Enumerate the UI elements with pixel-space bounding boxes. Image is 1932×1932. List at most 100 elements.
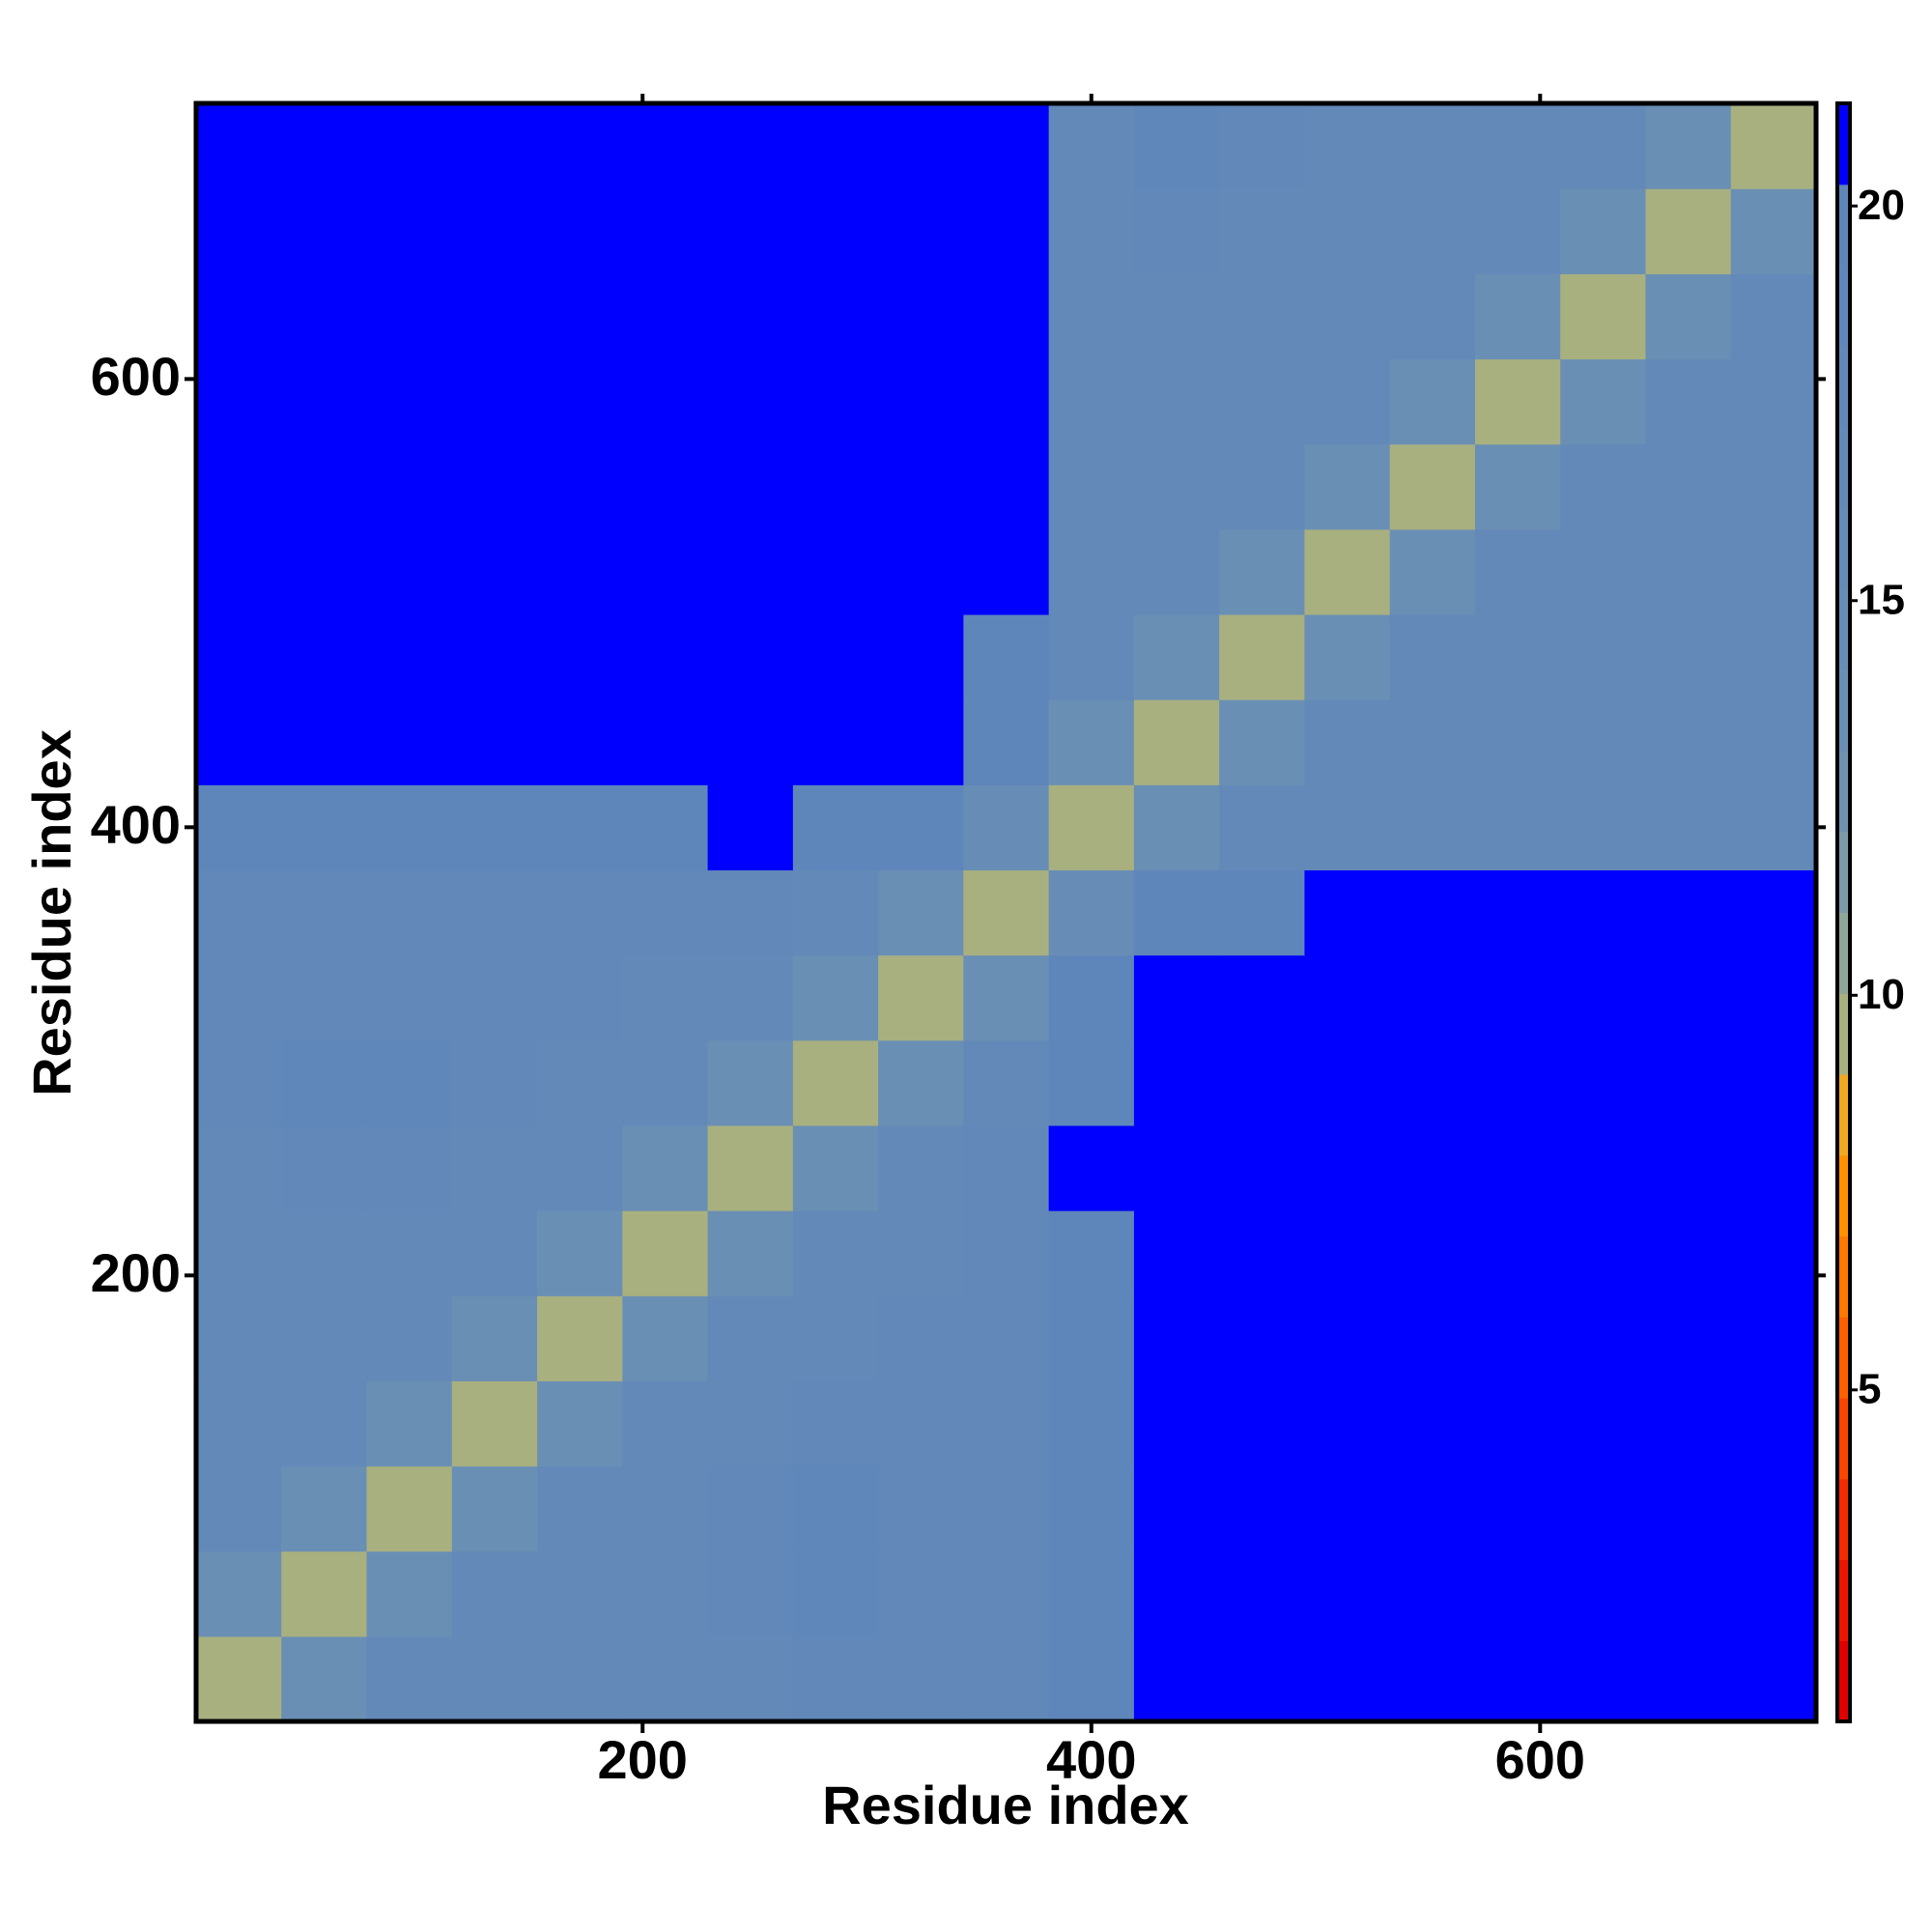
heat-cell xyxy=(707,699,794,785)
heat-cell xyxy=(1730,443,1817,530)
colorbar-band xyxy=(1837,1236,1850,1318)
heat-cell xyxy=(1304,1465,1391,1552)
heat-cell xyxy=(792,1295,879,1381)
heat-cell xyxy=(707,784,794,871)
heat-cell xyxy=(622,1635,709,1722)
heat-cell xyxy=(1389,1039,1476,1126)
heat-cell xyxy=(366,613,453,700)
heat-cell xyxy=(792,443,879,530)
heatmap xyxy=(196,103,1817,1722)
heat-cell xyxy=(622,1039,709,1126)
heat-cell xyxy=(1474,1039,1561,1126)
heat-cell xyxy=(707,1380,794,1467)
heat-cell xyxy=(1219,1550,1306,1637)
heat-cell xyxy=(1304,1039,1391,1126)
heat-cell xyxy=(878,1210,964,1296)
heat-cell xyxy=(1048,1380,1135,1467)
heat-cell xyxy=(366,1465,453,1552)
heat-cell xyxy=(1474,1295,1561,1381)
heat-cell xyxy=(963,1124,1050,1211)
y-tick-label: 400 xyxy=(91,794,181,855)
heat-cell xyxy=(792,613,879,700)
colorbar-band xyxy=(1837,1317,1850,1399)
heat-cell xyxy=(1219,613,1306,700)
heat-cell xyxy=(1133,954,1220,1041)
heat-cell xyxy=(1304,784,1391,871)
heat-cell xyxy=(196,1210,282,1296)
heat-cell xyxy=(707,954,794,1041)
heat-cell xyxy=(366,869,453,956)
heat-cell xyxy=(707,528,794,615)
heat-cell xyxy=(1048,103,1135,189)
heat-cell xyxy=(1389,273,1476,360)
heat-cell xyxy=(366,1380,453,1467)
heat-cell xyxy=(451,528,538,615)
heat-cell xyxy=(707,1550,794,1637)
heat-cell xyxy=(281,528,368,615)
colorbar-frame xyxy=(1835,101,1852,1723)
heat-cell xyxy=(1474,1635,1561,1722)
heat-cell xyxy=(1730,358,1817,445)
heat-cell xyxy=(1730,1550,1817,1637)
heat-cell xyxy=(622,613,709,700)
heat-cell xyxy=(963,1210,1050,1296)
heat-cell xyxy=(1645,273,1732,360)
heat-cell xyxy=(281,1295,368,1381)
colorbar-band xyxy=(1837,669,1850,752)
heat-cell xyxy=(1645,1380,1732,1467)
colorbar-band xyxy=(1837,912,1850,994)
y-axis-title: Residue index xyxy=(21,729,82,1096)
heat-cell xyxy=(622,103,709,189)
heat-cell xyxy=(196,1124,282,1211)
heat-cell xyxy=(1474,869,1561,956)
heat-cell xyxy=(1048,1210,1135,1296)
heat-cell xyxy=(1389,869,1476,956)
heat-cell xyxy=(281,1210,368,1296)
heat-cell xyxy=(1389,528,1476,615)
heat-cell xyxy=(1048,613,1135,700)
heat-cell xyxy=(792,699,879,785)
heat-cell xyxy=(878,613,964,700)
heat-cell xyxy=(878,273,964,360)
heat-cell xyxy=(281,699,368,785)
heat-cell xyxy=(1389,188,1476,274)
heat-cell xyxy=(1730,954,1817,1041)
heat-cell xyxy=(707,443,794,530)
heat-cell xyxy=(878,188,964,274)
heat-cell xyxy=(537,1124,623,1211)
heat-cell xyxy=(963,613,1050,700)
heat-cell xyxy=(963,1380,1050,1467)
heat-cell xyxy=(1133,613,1220,700)
x-tick-label: 400 xyxy=(1046,1729,1136,1790)
heat-cell xyxy=(281,1465,368,1552)
heat-cell xyxy=(366,954,453,1041)
heat-cell xyxy=(196,443,282,530)
heat-cell xyxy=(1048,1124,1135,1211)
heat-cell xyxy=(196,1039,282,1126)
heat-cell xyxy=(281,784,368,871)
heat-cell xyxy=(1730,1210,1817,1296)
heat-cell xyxy=(366,528,453,615)
heat-cell xyxy=(1219,1039,1306,1126)
heat-cell xyxy=(1730,869,1817,956)
heat-cell xyxy=(1304,103,1391,189)
heat-cell xyxy=(451,1039,538,1126)
colorbar-band xyxy=(1837,1398,1850,1480)
heat-cell xyxy=(366,1295,453,1381)
heat-cell xyxy=(792,784,879,871)
heat-cell xyxy=(1219,1465,1306,1552)
heat-cell xyxy=(622,358,709,445)
heat-cell xyxy=(1645,1039,1732,1126)
heat-cell xyxy=(196,1295,282,1381)
heat-cell xyxy=(792,1039,879,1126)
heat-cell xyxy=(1730,613,1817,700)
heat-cell xyxy=(707,1465,794,1552)
heat-cell xyxy=(1048,954,1135,1041)
heat-cell xyxy=(1645,528,1732,615)
heat-cell xyxy=(707,103,794,189)
heat-cell xyxy=(1304,1550,1391,1637)
heat-cell xyxy=(1048,358,1135,445)
heat-cell xyxy=(281,188,368,274)
heat-cell xyxy=(707,1635,794,1722)
